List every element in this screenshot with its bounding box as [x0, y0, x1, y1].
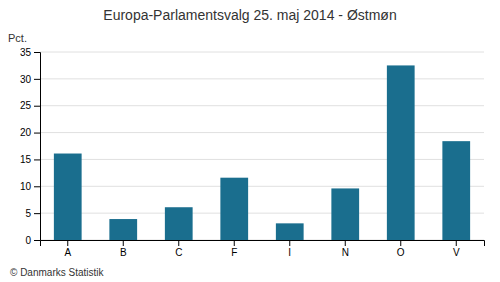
y-tick: 15 — [20, 154, 40, 165]
title: Europa-Parlamentsvalg 25. maj 2014 - Øst… — [103, 7, 396, 23]
grid-line — [40, 186, 484, 187]
x-tick: B — [120, 240, 127, 258]
tick-label: A — [64, 247, 71, 258]
annotation: © Danmarks Statistik — [10, 267, 105, 278]
tick-mark — [34, 133, 40, 134]
tick-label: V — [453, 247, 460, 258]
grid-line — [40, 132, 484, 133]
bars — [54, 65, 470, 240]
grid-line — [40, 105, 484, 106]
tick-mark — [67, 240, 68, 246]
plot-area: 0 5 10 15 20 25 30 35 A B C F I N O V Pct. — [8, 32, 485, 258]
tick-label: B — [120, 247, 127, 258]
tick-label: 25 — [20, 100, 32, 111]
bar — [276, 223, 304, 240]
y-axis-label: Pct. — [8, 32, 27, 44]
tick-label: C — [175, 247, 182, 258]
tick-mark — [34, 240, 40, 241]
grid — [40, 52, 484, 240]
x-tick: O — [397, 240, 405, 258]
tick-mark — [400, 240, 401, 246]
bar — [165, 207, 193, 240]
y-tick: 25 — [20, 100, 40, 111]
chart-svg: Europa-Parlamentsvalg 25. maj 2014 - Øst… — [0, 0, 500, 282]
chart-container: Europa-Parlamentsvalg 25. maj 2014 - Øst… — [0, 0, 500, 282]
tick-mark — [234, 240, 235, 246]
y-tick: 30 — [20, 74, 40, 85]
grid-line — [40, 213, 484, 214]
bar — [220, 178, 248, 240]
y-tick: 20 — [20, 127, 40, 138]
tick-mark — [34, 186, 40, 187]
y-axis: 0 5 10 15 20 25 30 35 — [20, 47, 41, 246]
tick-mark — [178, 240, 179, 246]
tick-label: 30 — [20, 74, 32, 85]
bar — [54, 154, 82, 240]
bar — [387, 65, 415, 240]
tick-label: 0 — [25, 235, 31, 246]
y-tick: 10 — [20, 181, 40, 192]
tick-mark — [34, 79, 40, 80]
x-tick: A — [64, 240, 71, 258]
x-tick: F — [231, 240, 237, 258]
x-tick: V — [453, 240, 460, 258]
bar — [331, 188, 359, 240]
x-tick: I — [288, 240, 291, 258]
tick-mark — [289, 240, 290, 246]
grid-line — [40, 159, 484, 160]
tick-label: O — [397, 247, 405, 258]
axis-line — [34, 53, 41, 241]
tick-label: 10 — [20, 181, 32, 192]
tick-mark — [345, 240, 346, 246]
y-tick: 35 — [20, 47, 40, 58]
x-tick: C — [175, 240, 182, 258]
x-tick: N — [342, 240, 349, 258]
y-tick: 0 — [25, 235, 40, 246]
tick-mark — [34, 52, 40, 53]
tick-label: I — [288, 247, 291, 258]
tick-mark — [34, 106, 40, 107]
x-axis: ABCFINOV — [41, 240, 485, 258]
axis-line — [41, 241, 485, 247]
y-tick: 5 — [25, 208, 40, 219]
tick-label: 15 — [20, 154, 32, 165]
tick-mark — [34, 213, 40, 214]
bar — [442, 141, 470, 240]
tick-label: N — [342, 247, 349, 258]
tick-label: 35 — [20, 47, 32, 58]
tick-mark — [34, 159, 40, 160]
bar — [109, 219, 137, 240]
tick-label: 5 — [25, 208, 31, 219]
tick-label: 20 — [20, 127, 32, 138]
grid-line — [40, 78, 484, 79]
tick-mark — [123, 240, 124, 246]
tick-label: F — [231, 247, 237, 258]
grid-line — [40, 52, 484, 53]
tick-mark — [456, 240, 457, 246]
